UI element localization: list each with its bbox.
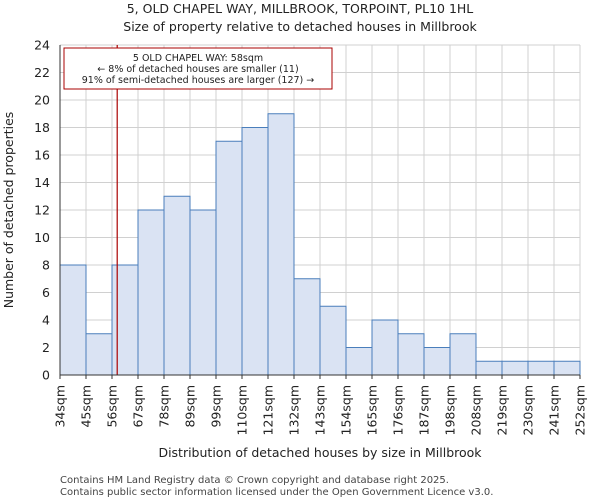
annotation-box — [63, 47, 333, 90]
y-tick-label: 24 — [34, 38, 50, 53]
bar — [397, 333, 425, 376]
bar — [85, 333, 113, 376]
y-tick-label: 6 — [42, 285, 50, 300]
bar — [371, 319, 399, 376]
x-tick-label: 78sqm — [157, 385, 172, 428]
y-tick-label: 12 — [34, 203, 50, 218]
x-tick-label: 176sqm — [391, 385, 406, 435]
x-tick-label: 187sqm — [417, 385, 432, 435]
axes — [59, 45, 581, 379]
y-axis-label: Number of detached properties — [1, 112, 16, 309]
y-tick-label: 20 — [34, 93, 50, 108]
chart-title: 5, OLD CHAPEL WAY, MILLBROOK, TORPOINT, … — [127, 1, 474, 16]
bar — [319, 305, 347, 376]
y-tick-label: 16 — [34, 148, 50, 163]
x-tick-label: 121sqm — [261, 385, 276, 435]
y-tick-label: 18 — [34, 120, 50, 135]
bar — [501, 360, 529, 376]
y-tick-label: 22 — [34, 65, 50, 80]
bar — [449, 333, 477, 376]
annotation-line-2: ← 8% of detached houses are smaller (11) — [97, 64, 298, 75]
x-tick-label: 110sqm — [235, 385, 250, 435]
bar — [215, 140, 243, 376]
annotation-line-3: 91% of semi-detached houses are larger (… — [82, 75, 315, 86]
x-tick-label: 143sqm — [313, 385, 328, 435]
x-tick-label: 56sqm — [105, 385, 120, 428]
bar — [475, 360, 503, 376]
x-tick-label: 34sqm — [53, 385, 68, 428]
bar — [267, 113, 295, 376]
bar — [553, 360, 581, 376]
bar — [527, 360, 555, 376]
x-tick-label: 89sqm — [183, 385, 198, 428]
footer-line-2: Contains public sector information licen… — [60, 487, 493, 498]
y-tick-label: 14 — [34, 175, 50, 190]
x-tick-label: 45sqm — [79, 385, 94, 428]
footer-line-1: Contains HM Land Registry data © Crown c… — [60, 475, 449, 486]
bar — [241, 127, 269, 376]
x-axis-label: Distribution of detached houses by size … — [158, 445, 482, 460]
bar — [293, 278, 321, 376]
y-tick-label: 2 — [42, 340, 50, 355]
x-tick-labels: 34sqm 45sqm 56sqm 67sqm 78sqm 89sqm 99sqm 110sq… — [53, 385, 588, 435]
bar — [59, 264, 87, 376]
y-tick-label: 4 — [42, 313, 50, 328]
bar — [137, 209, 165, 376]
x-tick-label: 154sqm — [339, 385, 354, 435]
x-tick-label: 165sqm — [365, 385, 380, 435]
bar — [345, 347, 373, 376]
x-tick-label: 99sqm — [209, 385, 224, 428]
y-tick-label: 8 — [42, 258, 50, 273]
bars — [59, 113, 581, 376]
x-tick-label: 198sqm — [443, 385, 458, 435]
x-tick-label: 132sqm — [287, 385, 302, 435]
x-tick-label: 241sqm — [547, 385, 562, 435]
bar — [189, 209, 217, 376]
x-tick-label: 230sqm — [521, 385, 536, 435]
y-tick-label: 0 — [42, 368, 50, 383]
chart-subtitle: Size of property relative to detached ho… — [123, 19, 477, 34]
bar — [423, 347, 451, 376]
x-tick-label: 67sqm — [131, 385, 146, 428]
annotation-line-1: 5 OLD CHAPEL WAY: 58sqm — [133, 53, 263, 64]
bar — [111, 264, 139, 376]
x-tick-label: 219sqm — [495, 385, 510, 435]
y-tick-label: 10 — [34, 230, 50, 245]
x-tick-label: 208sqm — [469, 385, 484, 435]
bar — [163, 195, 191, 376]
x-tick-label: 252sqm — [573, 385, 588, 435]
